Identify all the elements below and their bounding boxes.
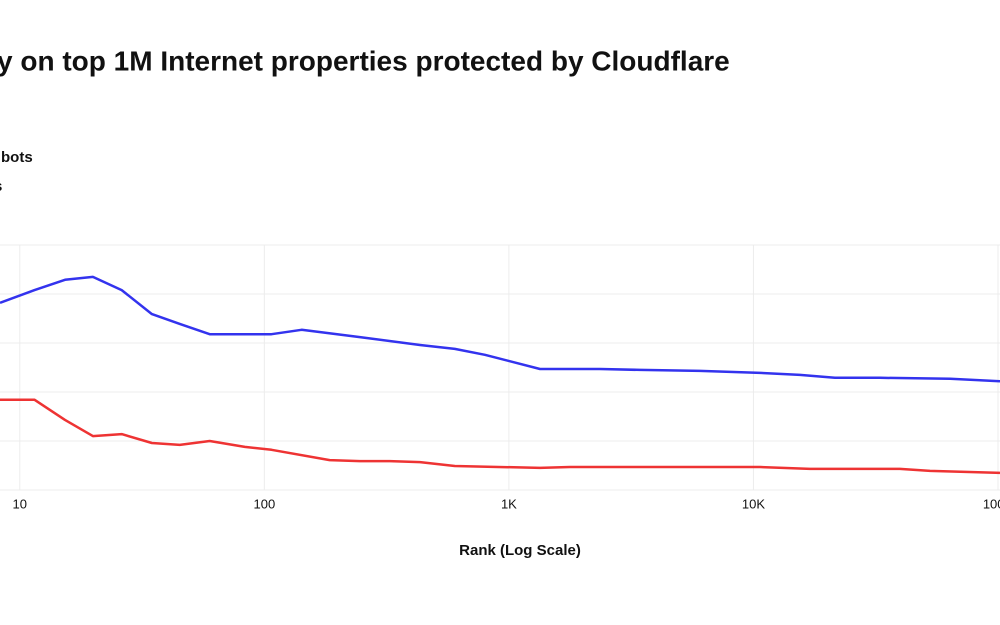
x-axis-label: Rank (Log Scale) bbox=[459, 542, 581, 559]
x-tick-label: 100K bbox=[983, 496, 1000, 511]
x-tick-label: 1K bbox=[501, 496, 517, 511]
x-tick-label: 10K bbox=[742, 496, 765, 511]
legend-label: bots bbox=[1, 149, 33, 166]
line bbox=[0, 275, 1000, 383]
legend-label: s bbox=[0, 178, 2, 195]
x-tick-label: 10 bbox=[13, 496, 27, 511]
chart-title: y on top 1M Internet properties protecte… bbox=[0, 45, 730, 76]
x-tick-label: 100 bbox=[253, 496, 275, 511]
line bbox=[0, 398, 1000, 475]
